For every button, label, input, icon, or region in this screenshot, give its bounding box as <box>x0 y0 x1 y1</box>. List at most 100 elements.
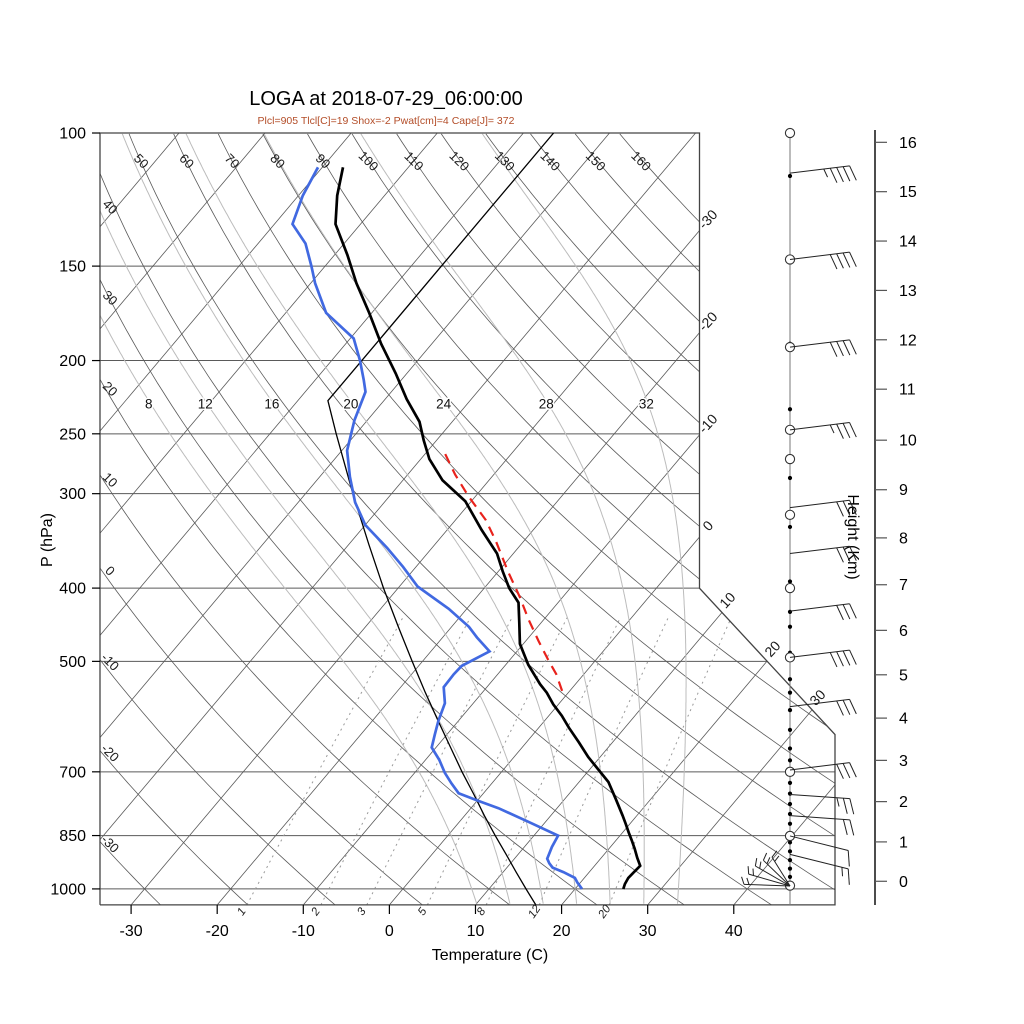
wind-level-dot <box>787 609 793 614</box>
mixing-ratio-label: 1 <box>235 906 249 918</box>
barb-staff <box>789 649 850 658</box>
height-tick-label: 7 <box>899 577 908 594</box>
wind-level-dot <box>787 407 793 412</box>
wind-barb <box>789 251 857 270</box>
isotherm-cut-label: 20 <box>761 637 783 659</box>
wind-barb <box>789 649 857 668</box>
wind-level-dot <box>787 811 793 817</box>
theta-top-label: 130 <box>492 148 518 174</box>
barb-feather <box>842 650 851 666</box>
barb-feather <box>847 868 850 885</box>
temperature-tick-label: 20 <box>553 923 571 940</box>
barb-feather <box>849 251 857 267</box>
height-tick-label: 12 <box>899 332 917 349</box>
temperature-tick-label: 30 <box>639 923 657 940</box>
barb-feather <box>849 819 855 836</box>
wind-level-dot <box>787 579 793 584</box>
moist-adiabat-line <box>185 133 578 904</box>
height-tick-label: 4 <box>899 711 908 728</box>
isotherm-line <box>100 133 180 905</box>
isotherm-line <box>0 133 93 905</box>
barb-feather <box>829 254 838 270</box>
moist-adiabat-label: 8 <box>145 397 153 412</box>
dry-adiabat-line <box>396 133 835 905</box>
height-tick-label: 2 <box>899 794 908 811</box>
barb-feather <box>836 501 844 517</box>
wind-level-dot <box>787 173 793 179</box>
wind-level-dot <box>787 801 793 807</box>
temperature-tick-label: -20 <box>206 923 229 940</box>
theta-top-label: 80 <box>267 151 288 172</box>
height-tick-label: 5 <box>899 667 908 684</box>
temperature-tick-label: 40 <box>725 923 743 940</box>
moist-adiabat-label: 16 <box>264 397 279 412</box>
height-tick-label: 9 <box>899 482 908 499</box>
height-tick-label: 10 <box>899 433 917 450</box>
height-tick-label: 13 <box>899 283 917 300</box>
barb-feather <box>847 850 850 867</box>
fan-feather <box>766 857 771 864</box>
dry-adiabat-line <box>307 133 835 905</box>
isotherm-line <box>647 133 835 905</box>
theta-left-label: 0 <box>102 563 118 579</box>
wind-barb <box>789 499 857 517</box>
mixing-ratio-line <box>538 617 669 905</box>
barb-feather <box>842 166 851 182</box>
wind-level-dot <box>787 727 793 732</box>
fan-feather <box>747 866 750 875</box>
mixing-ratio-line <box>426 617 568 905</box>
moist-adiabat-label: 12 <box>198 397 213 412</box>
wind-level-dot <box>787 840 793 845</box>
dry-adiabat-line <box>100 133 423 905</box>
dry-adiabat-line <box>173 133 835 905</box>
wind-level-circle <box>784 453 796 465</box>
isotherm-line <box>733 133 835 905</box>
dry-adiabat-line <box>128 133 835 905</box>
dry-adiabat-line <box>100 133 336 905</box>
barb-feather <box>836 253 844 269</box>
barb-staff <box>789 762 850 771</box>
fan-staff <box>755 865 791 887</box>
dry-adiabat-line <box>485 133 835 905</box>
fan-feather <box>754 858 758 867</box>
isotherm-line <box>475 133 835 905</box>
moist-adiabat-label: 32 <box>639 397 654 412</box>
fan-feather <box>741 876 745 885</box>
wind-level-dot <box>787 707 793 713</box>
wind-barb <box>789 815 855 836</box>
theta-left-label: -10 <box>98 650 122 674</box>
mixing-ratio-label: 2 <box>309 905 323 918</box>
fan-feather <box>774 855 780 862</box>
barb-feather <box>849 798 855 815</box>
barb-staff <box>789 251 850 260</box>
wind-barb <box>789 762 857 779</box>
wind-level-dot <box>787 780 793 785</box>
wind-barb <box>789 603 857 621</box>
theta-top-label: 120 <box>446 148 472 174</box>
theta-top-label: 100 <box>356 148 382 174</box>
wind-barb <box>789 422 857 439</box>
temperature-tick-label: -30 <box>120 923 143 940</box>
isotherm-line <box>130 133 783 905</box>
wind-level-dot <box>787 524 793 530</box>
isotherm-cut-label: 10 <box>716 589 738 611</box>
barb-staff <box>789 339 850 348</box>
isotherm-cut-label: 30 <box>806 686 828 708</box>
theta-top-label: 50 <box>131 151 152 172</box>
moist-adiabat-label: 28 <box>539 397 554 412</box>
barb-feather <box>836 423 844 439</box>
temperature-tick-label: 10 <box>467 923 485 940</box>
fan-staff <box>744 883 791 887</box>
wind-barb <box>789 339 857 357</box>
wind-level-dot <box>787 690 793 695</box>
barb-staff <box>789 853 849 870</box>
pressure-tick-label: 400 <box>59 581 86 598</box>
wind-level-dot <box>787 849 793 854</box>
dry-adiabat-line <box>574 133 835 905</box>
isotherm-line <box>561 133 835 905</box>
pressure-tick-label: 250 <box>59 426 86 443</box>
wind-barb <box>789 793 855 815</box>
mixing-ratio-line <box>485 617 621 905</box>
